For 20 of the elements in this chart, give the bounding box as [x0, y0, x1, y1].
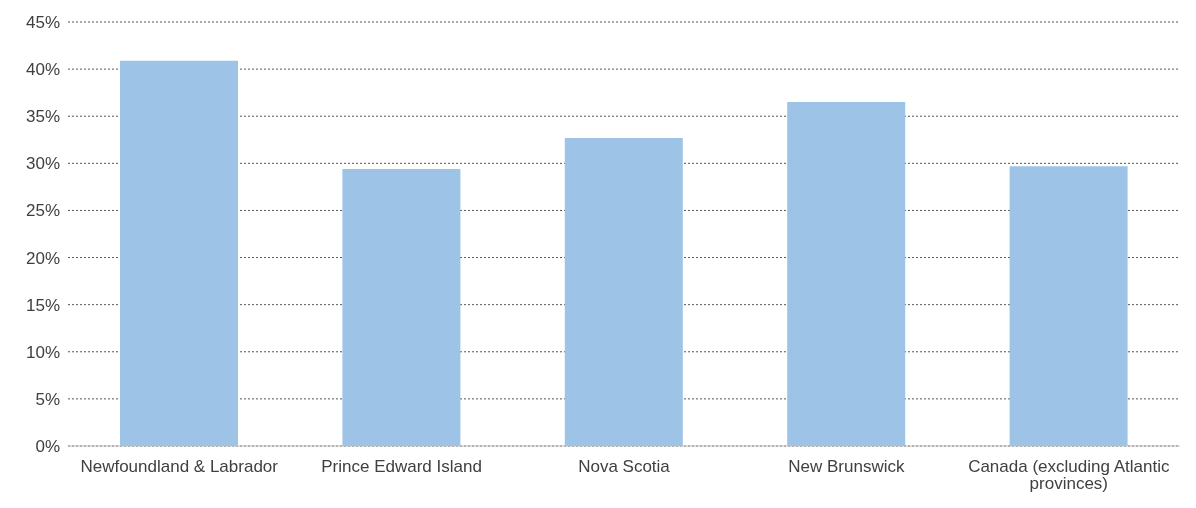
y-tick-label: 5%: [35, 389, 60, 409]
y-tick-label: 30%: [25, 154, 60, 174]
y-tick-label: 10%: [25, 342, 60, 362]
y-tick-label: 20%: [25, 248, 60, 268]
x-tick-label: New Brunswick: [788, 457, 905, 477]
x-tick-label: Nova Scotia: [578, 457, 671, 477]
x-tick-label: Newfoundland & Labrador: [80, 457, 279, 477]
y-tick-label: 35%: [25, 107, 60, 127]
bar: [342, 168, 461, 446]
y-tick-label: 15%: [25, 295, 60, 315]
y-tick-label: 45%: [25, 13, 60, 33]
y-tick-label: 40%: [25, 60, 60, 80]
bar: [1009, 166, 1128, 446]
x-tick-label: Canada (excluding Atlantic provinces): [968, 457, 1170, 494]
y-tick-label: 25%: [25, 201, 60, 221]
bar: [787, 102, 906, 446]
bar: [564, 137, 683, 446]
x-tick-label: Prince Edward Island: [321, 457, 482, 477]
y-tick-label: 0%: [35, 437, 60, 457]
bar: [120, 60, 238, 446]
